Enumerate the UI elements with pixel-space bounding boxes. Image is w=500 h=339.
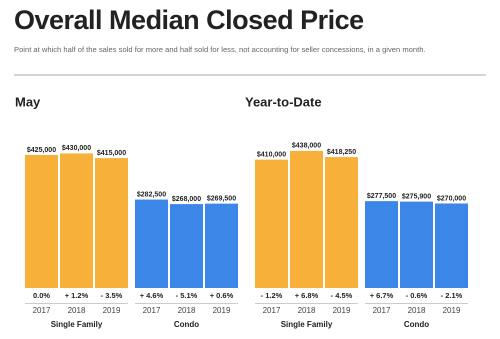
bar [25,154,58,288]
value-label: $418,250 [327,149,356,156]
x-tick-label: 2017 [143,306,161,315]
change-label: + 0.6% [210,291,234,300]
group-label: Condo [174,320,199,329]
value-label: $425,000 [27,147,56,154]
change-label: 0.0% [33,291,50,300]
group-label: Single Family [51,320,103,329]
value-label: $438,000 [292,143,321,150]
x-tick-label: 2019 [443,306,461,315]
value-label: $410,000 [257,151,286,158]
value-label: $270,000 [437,195,466,202]
group-label: Condo [404,320,429,329]
chart-title: May [15,94,41,109]
bar [290,150,323,288]
x-tick-label: 2018 [408,306,426,315]
chart-title: Year-to-Date [245,94,322,109]
value-label: $275,900 [402,193,431,200]
x-tick-label: 2017 [33,306,51,315]
change-label: - 2.1% [441,291,463,300]
x-tick-label: 2019 [333,306,351,315]
bar [170,204,203,288]
change-label: + 6.7% [370,291,394,300]
x-tick-label: 2017 [263,306,281,315]
x-tick-label: 2017 [373,306,391,315]
value-label: $277,500 [367,193,396,200]
bar [60,153,93,288]
value-label: $268,000 [172,196,201,203]
x-tick-label: 2019 [213,306,231,315]
change-label: - 1.2% [261,291,283,300]
bar [255,159,288,288]
change-label: - 4.5% [331,291,353,300]
x-tick-label: 2018 [68,306,86,315]
value-label: $269,500 [207,195,236,202]
change-label: - 5.1% [176,291,198,300]
change-label: + 4.6% [140,291,164,300]
change-label: - 3.5% [101,291,123,300]
x-tick-label: 2019 [103,306,121,315]
x-tick-label: 2018 [298,306,316,315]
page-subtitle: Point at which half of the sales sold fo… [14,45,426,54]
bar [400,201,433,288]
bar [365,201,398,288]
bar [135,199,168,288]
group-label: Single Family [281,320,333,329]
value-label: $282,500 [137,191,166,198]
change-label: + 1.2% [65,291,89,300]
value-label: $430,000 [62,145,91,152]
change-label: + 6.8% [295,291,319,300]
x-tick-label: 2018 [178,306,196,315]
bar [435,203,468,288]
page-title: Overall Median Closed Price [14,5,364,35]
bar [205,203,238,288]
bar [325,157,358,288]
change-label: - 0.6% [406,291,428,300]
value-label: $415,000 [97,150,126,157]
bar [95,158,128,288]
